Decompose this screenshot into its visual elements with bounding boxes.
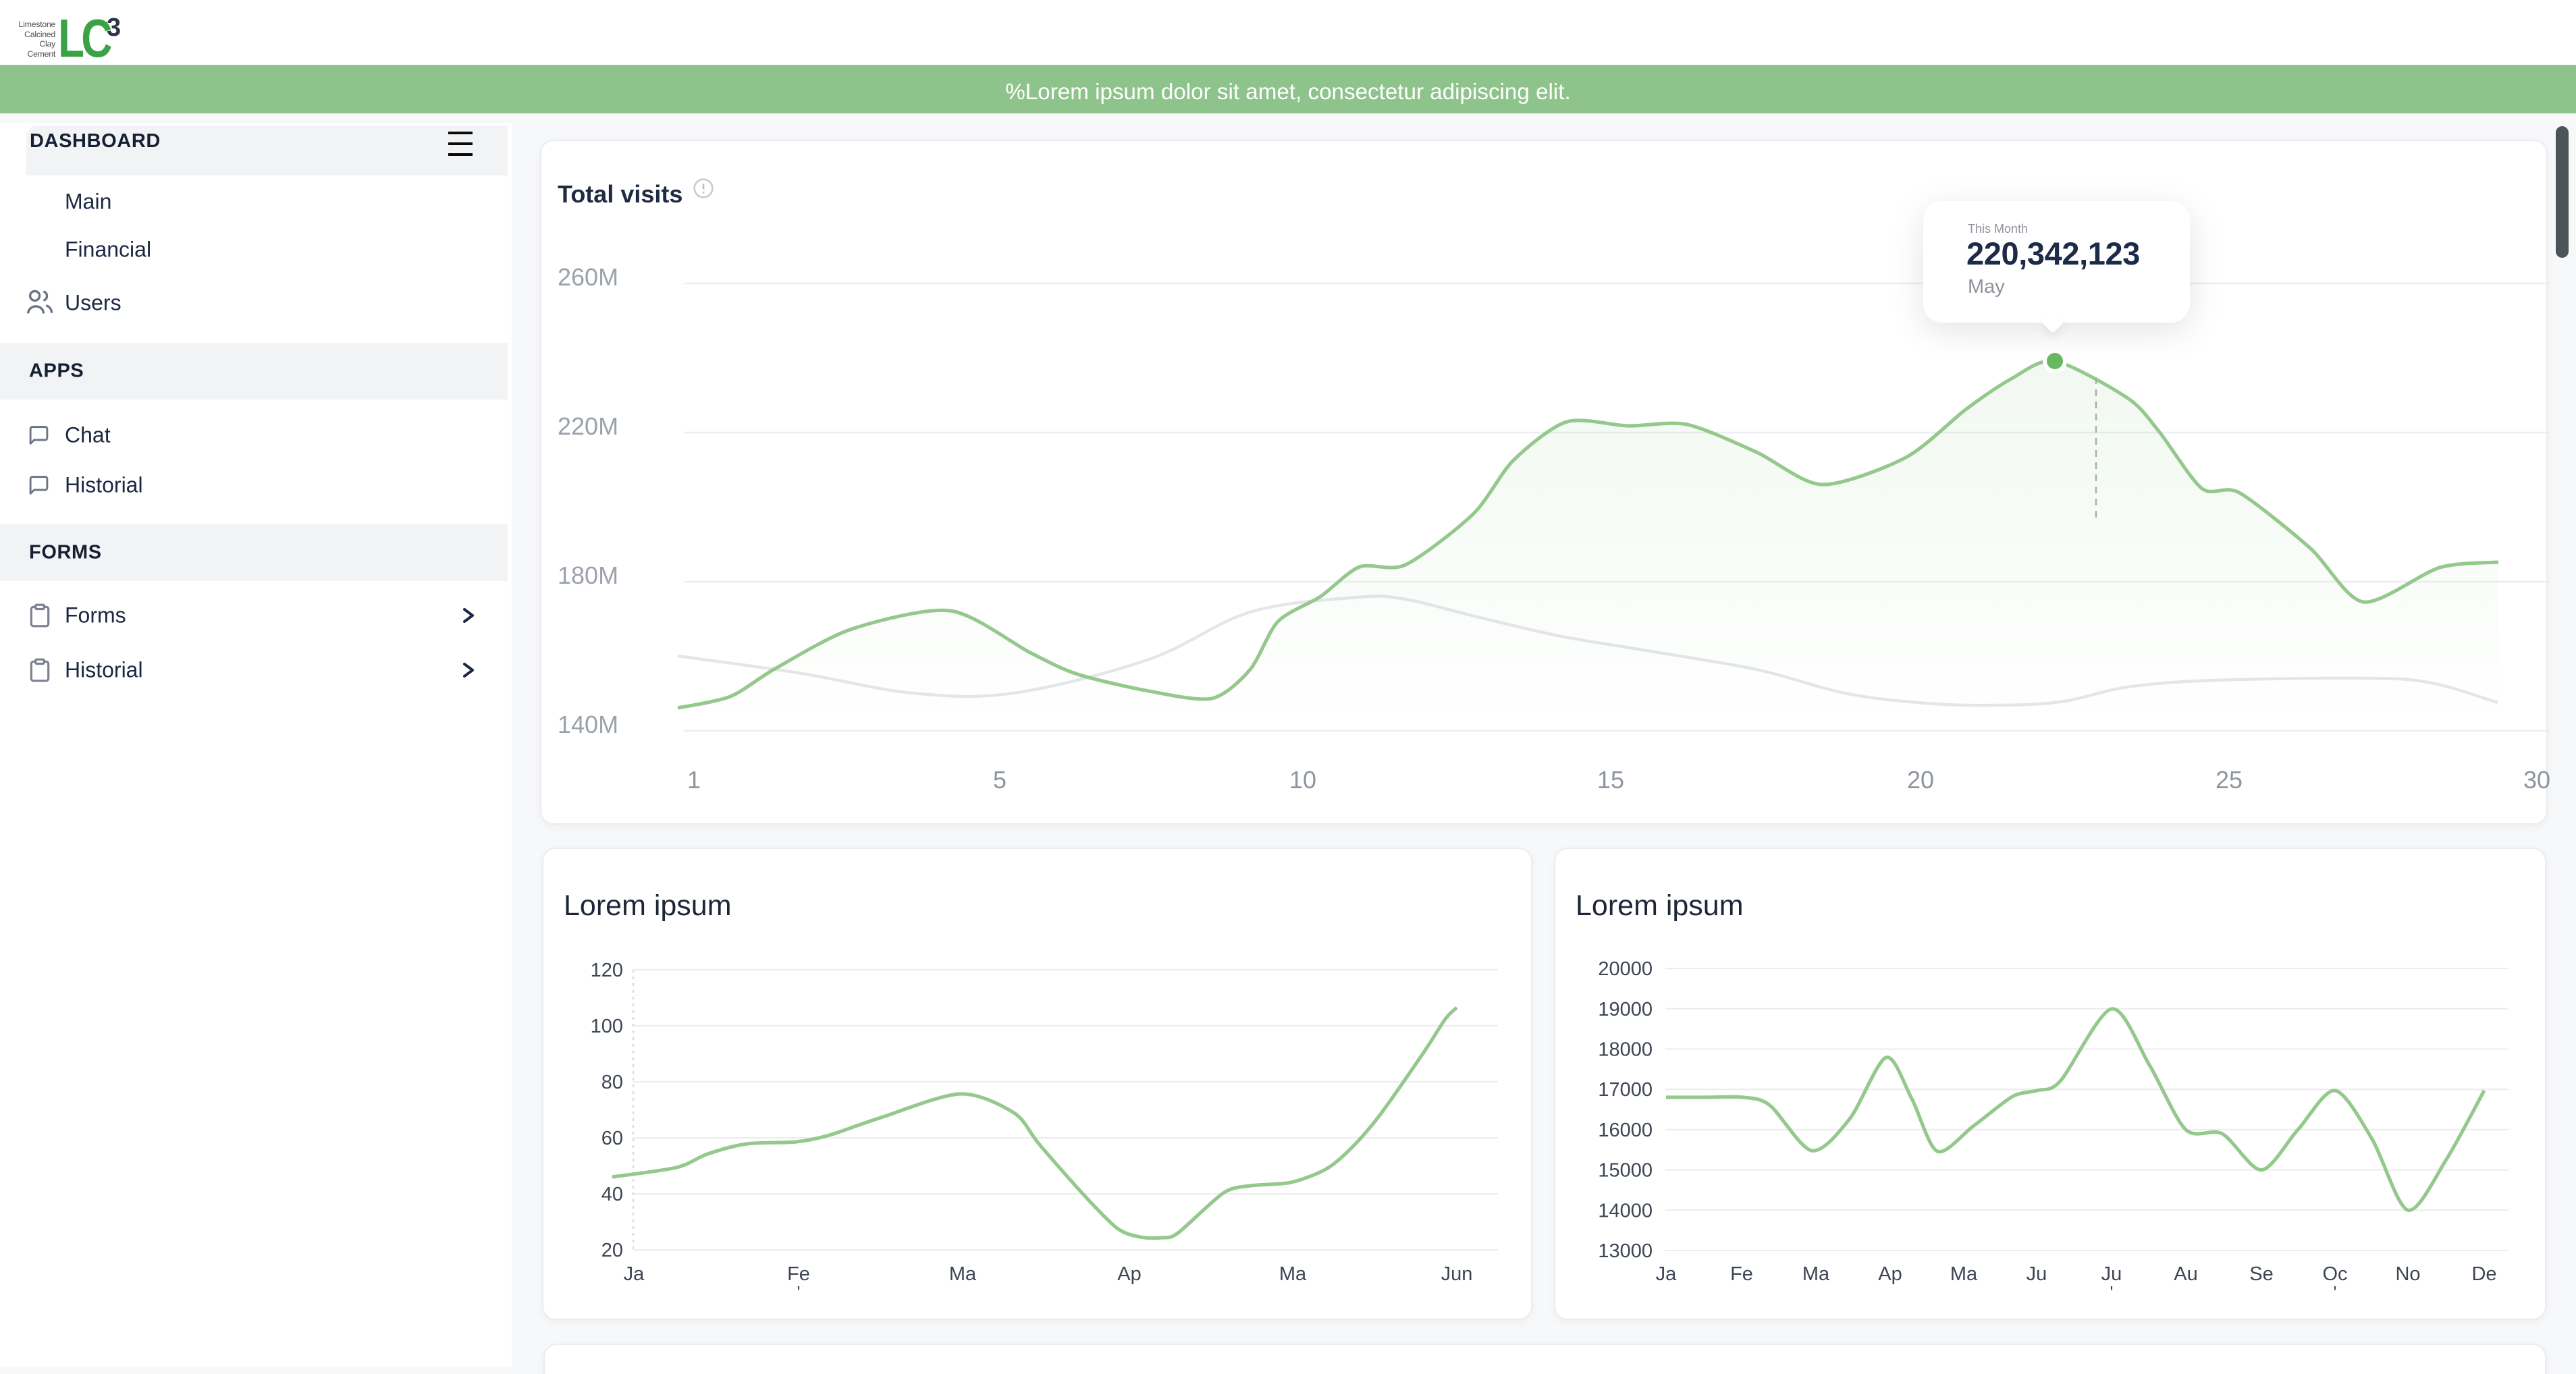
- svg-text:19000: 19000: [1598, 999, 1653, 1020]
- svg-text:Oc: Oc: [2322, 1263, 2347, 1285]
- svg-text:No: No: [2395, 1263, 2420, 1285]
- svg-text:30: 30: [2523, 766, 2550, 794]
- svg-text:100: 100: [591, 1016, 623, 1037]
- svg-text:Fe: Fe: [1730, 1263, 1753, 1285]
- svg-text:20: 20: [1907, 766, 1934, 794]
- svg-text:Ma: Ma: [949, 1263, 977, 1285]
- svg-text:Ju: Ju: [2027, 1263, 2047, 1285]
- svg-text:15000: 15000: [1598, 1160, 1653, 1182]
- svg-text:180M: 180M: [558, 561, 618, 589]
- svg-text:220M: 220M: [558, 412, 618, 440]
- svg-text:': ': [2334, 1282, 2337, 1302]
- svg-text:Ja: Ja: [1656, 1263, 1678, 1285]
- svg-text:': ': [2110, 1282, 2114, 1302]
- svg-text:120: 120: [591, 960, 623, 981]
- svg-text:Ma: Ma: [1279, 1263, 1307, 1285]
- svg-text:18000: 18000: [1598, 1039, 1653, 1061]
- svg-text:14000: 14000: [1598, 1200, 1653, 1221]
- svg-text:13000: 13000: [1598, 1240, 1653, 1262]
- svg-text:80: 80: [601, 1072, 623, 1093]
- svg-text:': ': [797, 1282, 801, 1302]
- svg-text:17000: 17000: [1598, 1079, 1653, 1101]
- svg-text:De: De: [2471, 1263, 2496, 1285]
- svg-text:Ja: Ja: [624, 1263, 645, 1285]
- svg-text:20: 20: [601, 1240, 623, 1261]
- svg-text:Ma: Ma: [1802, 1263, 1830, 1285]
- svg-text:40: 40: [601, 1184, 623, 1205]
- svg-text:15: 15: [1597, 766, 1624, 794]
- svg-text:10: 10: [1289, 766, 1316, 794]
- svg-text:20000: 20000: [1598, 958, 1653, 980]
- svg-text:Jun: Jun: [1441, 1263, 1473, 1285]
- svg-text:Ma: Ma: [1950, 1263, 1978, 1285]
- svg-text:5: 5: [993, 766, 1007, 794]
- svg-text:Ap: Ap: [1878, 1263, 1902, 1285]
- svg-text:25: 25: [2216, 766, 2243, 794]
- svg-text:Ap: Ap: [1117, 1263, 1141, 1285]
- svg-text:1: 1: [687, 766, 701, 794]
- svg-text:260M: 260M: [558, 263, 618, 291]
- svg-text:Au: Au: [2174, 1263, 2197, 1285]
- svg-text:60: 60: [601, 1128, 623, 1149]
- svg-text:Ju: Ju: [2101, 1263, 2122, 1285]
- svg-text:Se: Se: [2249, 1263, 2273, 1285]
- svg-text:16000: 16000: [1598, 1120, 1653, 1141]
- svg-text:Fe: Fe: [787, 1263, 810, 1285]
- svg-text:140M: 140M: [558, 711, 618, 738]
